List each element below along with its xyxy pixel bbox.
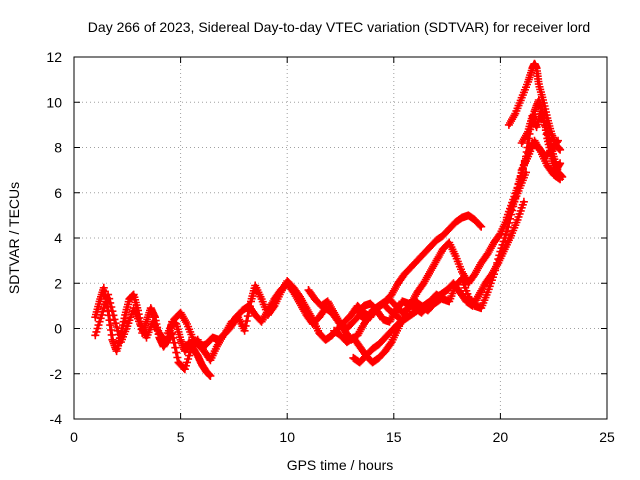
series-track-10 [504,59,565,154]
y-tick-label: 12 [46,49,62,65]
y-tick-labels: -4 -2 0 2 4 6 8 10 12 [46,49,62,427]
x-tick-label: 10 [279,429,295,445]
y-tick-label: 4 [54,230,62,246]
y-tick-label: 6 [54,185,62,201]
series-track-5 [304,211,486,333]
y-axis-label: SDTVAR / TECUs [6,182,22,294]
plus-markers [504,59,565,154]
y-tick-label: 10 [46,94,62,110]
plus-markers [517,107,567,181]
plus-markers [330,168,530,367]
x-tick-label: 25 [599,429,615,445]
x-tick-label: 15 [386,429,402,445]
x-tick-label: 5 [177,429,185,445]
plus-markers [304,211,486,333]
series-track-12 [517,136,565,184]
y-tick-label: -4 [50,411,63,427]
plus-markers [517,136,565,184]
series-track-11 [517,107,567,181]
chart-title: Day 266 of 2023, Sidereal Day-to-day VTE… [88,19,590,35]
y-tick-label: 8 [54,140,62,156]
x-axis-label: GPS time / hours [287,457,394,473]
axis-ticks [73,56,608,420]
y-tick-label: -2 [50,366,63,382]
y-tick-label: 0 [54,321,62,337]
gridlines [74,57,607,419]
series-layer [91,59,567,380]
x-tick-label: 20 [493,429,509,445]
series-track-2 [91,290,240,374]
y-tick-label: 2 [54,275,62,291]
x-tick-labels: 0 5 10 15 20 25 [70,429,615,445]
x-tick-label: 0 [70,429,78,445]
